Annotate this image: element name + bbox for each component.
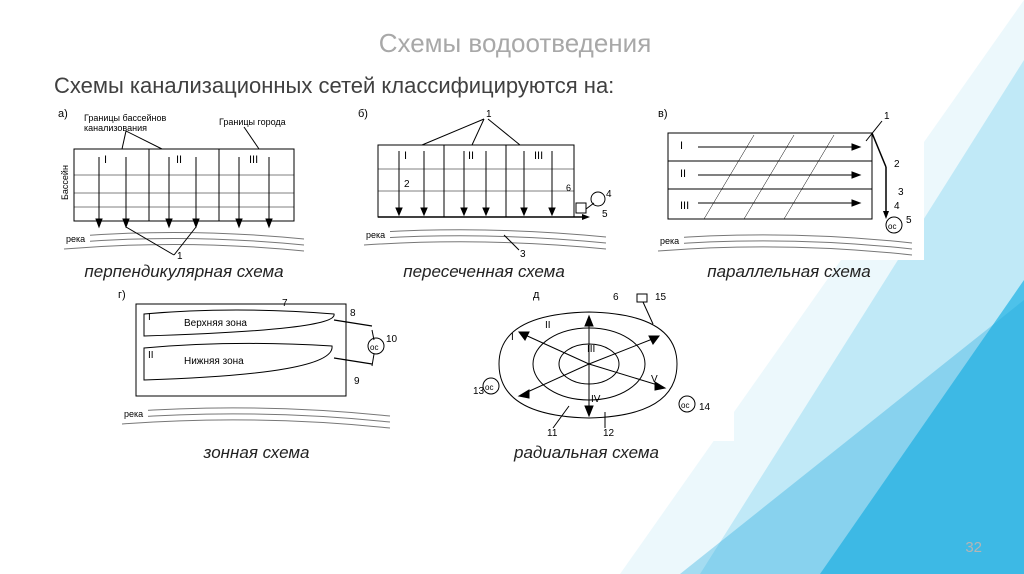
svg-text:5: 5 xyxy=(906,215,912,226)
diagram-radial: д I II III IV V xyxy=(439,286,734,463)
num-1-a: 1 xyxy=(177,251,183,260)
svg-text:II: II xyxy=(680,168,686,180)
svg-text:11: 11 xyxy=(547,428,558,439)
svg-text:ос: ос xyxy=(681,401,689,410)
label-upper-zone: Верхняя зона xyxy=(184,318,247,329)
oc-label-d: ос xyxy=(370,343,378,352)
letter-c: в) xyxy=(658,108,668,120)
svg-text:9: 9 xyxy=(354,376,360,387)
diagram-zonal: г) Верхняя зона I Нижняя зона II 8 7 xyxy=(114,286,399,463)
caption-b: пересеченная схема xyxy=(403,262,565,282)
label-river-d: река xyxy=(124,409,143,419)
label-city: Границы города xyxy=(219,117,286,127)
svg-text:12: 12 xyxy=(603,428,615,439)
svg-text:6: 6 xyxy=(613,292,619,303)
svg-text:II: II xyxy=(545,320,551,331)
svg-text:III: III xyxy=(534,150,543,162)
letter-a: а) xyxy=(58,108,68,120)
letter-d: г) xyxy=(118,289,126,301)
label-basin: Бассейн xyxy=(60,165,70,200)
svg-text:5: 5 xyxy=(602,209,608,220)
svg-text:3: 3 xyxy=(898,187,904,198)
svg-text:III: III xyxy=(249,154,258,166)
label-river-c: река xyxy=(660,236,679,246)
svg-text:III: III xyxy=(587,344,595,355)
diagram-perpendicular: а) Границы бассейнов канализования Грани… xyxy=(54,105,314,282)
label-river-a: река xyxy=(66,234,85,244)
svg-text:14: 14 xyxy=(699,402,711,413)
svg-text:1: 1 xyxy=(884,111,890,122)
svg-text:7: 7 xyxy=(282,298,288,309)
svg-text:2: 2 xyxy=(404,179,410,190)
svg-text:13: 13 xyxy=(473,386,485,397)
svg-text:ос: ос xyxy=(485,383,493,392)
svg-text:4: 4 xyxy=(894,201,900,212)
label-lower-zone: Нижняя зона xyxy=(184,356,244,367)
svg-text:I: I xyxy=(148,312,151,323)
svg-text:I: I xyxy=(511,332,514,343)
svg-text:8: 8 xyxy=(350,308,356,319)
page-title: Схемы водоотведения xyxy=(54,28,976,59)
svg-text:3: 3 xyxy=(520,249,526,260)
label-basins2: канализования xyxy=(84,123,147,133)
svg-text:15: 15 xyxy=(655,292,667,303)
letter-b: б) xyxy=(358,108,368,120)
svg-text:I: I xyxy=(680,140,683,152)
svg-text:II: II xyxy=(148,350,154,361)
svg-text:IV: IV xyxy=(591,394,601,405)
diagram-parallel: в) 1 I II III xyxy=(654,105,924,282)
svg-text:II: II xyxy=(176,154,182,166)
svg-text:III: III xyxy=(680,200,689,212)
caption-e: радиальная схема xyxy=(514,443,659,463)
oc-label-c: ос xyxy=(888,222,896,231)
svg-text:I: I xyxy=(404,150,407,162)
page-number: 32 xyxy=(965,539,982,556)
caption-a: перпендикулярная схема xyxy=(84,262,283,282)
letter-e: д xyxy=(533,289,540,301)
label-river-b: река xyxy=(366,230,385,240)
svg-text:II: II xyxy=(468,150,474,162)
svg-text:1: 1 xyxy=(486,109,492,120)
caption-d: зонная схема xyxy=(204,443,310,463)
diagram-crossed: б) 1 I II III 2 xyxy=(354,105,614,282)
svg-text:I: I xyxy=(104,154,107,166)
page-subtitle: Схемы канализационных сетей классифициру… xyxy=(54,73,976,99)
svg-text:10: 10 xyxy=(386,334,398,345)
svg-text:4: 4 xyxy=(606,189,612,200)
caption-c: параллельная схема xyxy=(707,262,871,282)
label-basins: Границы бассейнов xyxy=(84,113,166,123)
svg-text:2: 2 xyxy=(894,159,900,170)
svg-text:6: 6 xyxy=(566,183,571,193)
